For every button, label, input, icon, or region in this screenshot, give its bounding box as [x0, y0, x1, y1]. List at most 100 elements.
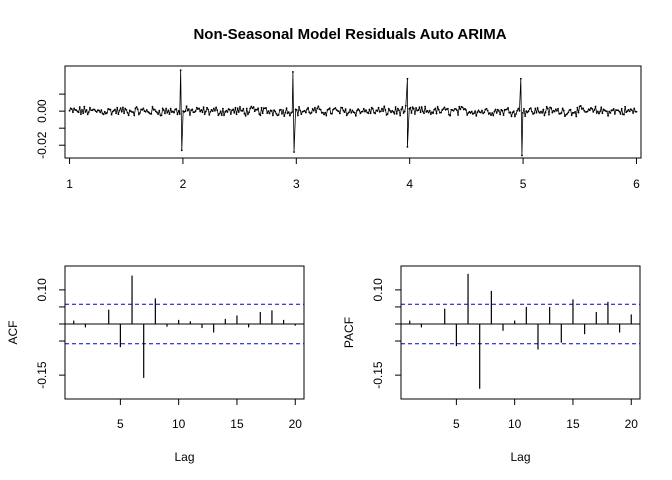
residual-point — [211, 110, 214, 113]
residual-point — [465, 109, 467, 111]
residual-point — [315, 111, 317, 114]
residual-point — [464, 107, 466, 110]
residual-point — [432, 112, 434, 115]
residual-point — [304, 111, 307, 114]
residual-point — [424, 105, 427, 108]
residual-point — [491, 112, 494, 114]
residual-point — [454, 107, 457, 110]
residual-point — [234, 106, 237, 109]
residual-point — [507, 106, 509, 109]
residual-point — [207, 108, 210, 111]
residual-point — [499, 113, 502, 116]
residual-point — [242, 107, 245, 110]
residual-point — [86, 113, 89, 116]
chart-title: Non-Seasonal Model Residuals Auto ARIMA — [193, 26, 506, 43]
residual-point — [116, 106, 119, 109]
residual-point — [586, 110, 589, 113]
residuals-panel: Non-Seasonal Model Residuals Auto ARIMA … — [35, 26, 642, 191]
residual-point — [98, 109, 100, 112]
residual-point — [618, 110, 621, 113]
residual-point — [331, 112, 333, 115]
residual-point — [613, 112, 616, 115]
residual-point — [253, 110, 256, 113]
residual-point — [525, 110, 528, 113]
residual-point — [609, 112, 612, 114]
residual-point — [70, 108, 73, 111]
residual-point — [319, 108, 322, 111]
residual-point — [235, 113, 238, 116]
residual-point — [635, 110, 638, 113]
residual-point — [137, 113, 140, 116]
residual-point — [325, 114, 328, 117]
residual-point — [490, 114, 492, 117]
residual-point — [114, 108, 116, 111]
residual-point — [629, 108, 632, 111]
residual-point — [117, 113, 120, 116]
residual-point — [239, 106, 241, 108]
acf-panel: 5 10 15 20 -0.15 0.10 Lag ACF — [6, 265, 305, 464]
residual-point — [374, 112, 377, 115]
residual-point — [357, 108, 360, 110]
residual-point — [483, 111, 486, 114]
residual-point — [216, 109, 219, 112]
residual-point — [510, 115, 513, 118]
residual-point — [574, 110, 577, 113]
y-tick-label: -0.15 — [35, 361, 49, 389]
residual-point — [133, 114, 136, 117]
acf-y-label: ACF — [6, 321, 20, 345]
residual-point — [619, 112, 622, 115]
residual-point — [567, 111, 570, 114]
acf-x-label: Lag — [174, 450, 194, 464]
residual-point — [272, 114, 274, 117]
residual-point — [365, 109, 367, 112]
residual-point — [442, 108, 445, 110]
residual-point — [81, 109, 83, 111]
residual-point — [435, 112, 438, 115]
residual-point — [546, 107, 549, 110]
residual-point — [258, 113, 261, 115]
residual-point — [596, 110, 599, 113]
residual-point — [406, 146, 409, 148]
residual-point — [156, 111, 158, 114]
residual-point — [298, 106, 300, 108]
residual-point — [84, 111, 87, 113]
residual-point — [241, 110, 244, 112]
residual-point — [570, 114, 573, 117]
residual-point — [284, 111, 287, 114]
residual-point — [601, 112, 604, 115]
residual-point — [476, 111, 479, 114]
residual-point — [563, 115, 566, 118]
x-tick-label: 5 — [117, 417, 124, 431]
residual-point — [224, 111, 227, 113]
residual-point — [228, 108, 231, 111]
residual-point — [628, 110, 631, 113]
residual-point — [433, 108, 436, 111]
residual-point — [632, 112, 634, 114]
residual-point — [297, 114, 299, 117]
residual-point — [189, 114, 191, 116]
residual-point — [625, 111, 628, 114]
residual-point — [512, 110, 515, 113]
residual-point — [350, 111, 353, 114]
residual-point — [358, 109, 361, 112]
residual-point — [232, 108, 235, 111]
residual-point — [599, 110, 602, 113]
residual-point — [200, 109, 203, 111]
residual-point — [215, 106, 218, 109]
residual-point — [548, 113, 550, 116]
pacf-x-label: Lag — [510, 450, 530, 464]
x-tick-label: 10 — [172, 417, 186, 431]
residual-point — [119, 107, 122, 110]
residual-point — [110, 113, 113, 116]
residual-point — [123, 112, 125, 115]
residual-point — [389, 109, 391, 112]
residual-point — [501, 109, 504, 112]
residual-point — [492, 114, 495, 117]
residual-point — [606, 110, 608, 113]
residual-point — [529, 107, 532, 110]
residual-point — [459, 108, 462, 111]
y-tick-label: -0.02 — [35, 131, 49, 159]
residual-point — [485, 107, 488, 110]
pacf-y-label: PACF — [342, 317, 356, 348]
residual-point — [144, 110, 147, 113]
